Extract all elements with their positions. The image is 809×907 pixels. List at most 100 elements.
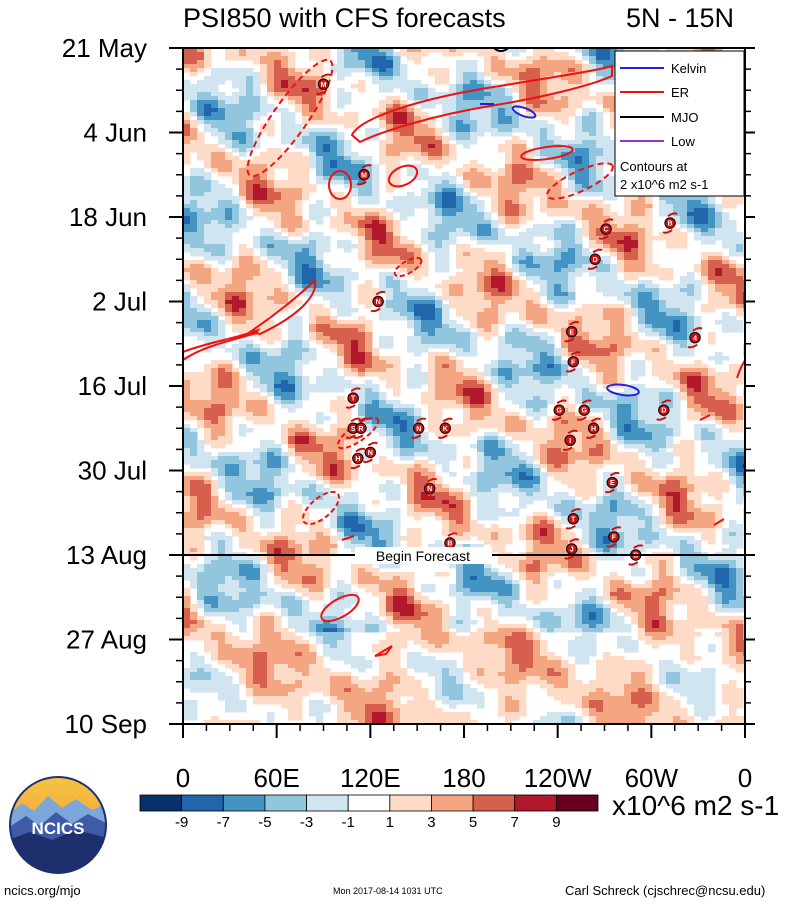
field-cell (498, 280, 506, 285)
field-cell (519, 48, 527, 53)
field-cell (421, 288, 429, 293)
field-cell (582, 116, 590, 121)
field-cell (225, 116, 233, 121)
field-cell (295, 264, 303, 269)
field-cell (204, 160, 212, 165)
field-cell (407, 84, 415, 89)
field-cell (267, 68, 275, 73)
field-cell (267, 276, 275, 281)
field-cell (442, 204, 450, 209)
field-cell (547, 356, 555, 361)
field-cell (246, 72, 254, 77)
field-cell (309, 208, 317, 213)
field-cell (316, 128, 324, 133)
field-cell (407, 56, 415, 61)
field-cell (309, 256, 317, 261)
field-cell (351, 208, 359, 213)
field-cell (638, 280, 646, 285)
field-cell (638, 324, 646, 329)
field-cell (519, 280, 527, 285)
field-cell (204, 92, 212, 97)
field-cell (505, 284, 513, 289)
field-cell (225, 128, 233, 133)
field-cell (274, 292, 282, 297)
field-cell (323, 48, 331, 53)
field-cell (232, 180, 240, 185)
field-cell (484, 100, 492, 105)
field-cell (589, 364, 597, 369)
field-cell (638, 256, 646, 261)
field-cell (183, 88, 191, 93)
field-cell (701, 256, 709, 261)
field-cell (736, 236, 744, 241)
field-cell (589, 132, 597, 137)
field-cell (673, 304, 681, 309)
field-cell (470, 164, 478, 169)
field-cell (344, 224, 352, 229)
field-cell (435, 296, 443, 301)
field-cell (302, 76, 310, 81)
field-cell (659, 336, 667, 341)
field-cell (624, 292, 632, 297)
field-cell (498, 256, 506, 261)
field-cell (428, 148, 436, 153)
field-cell (638, 264, 646, 269)
field-cell (610, 60, 618, 65)
field-cell (323, 168, 331, 173)
field-cell (589, 232, 597, 237)
field-cell (330, 116, 338, 121)
field-cell (337, 228, 345, 233)
field-cell (449, 120, 457, 125)
field-cell (428, 204, 436, 209)
field-cell (547, 224, 555, 229)
field-cell (547, 100, 555, 105)
field-cell (617, 352, 625, 357)
field-cell (575, 88, 583, 93)
field-cell (330, 68, 338, 73)
field-cell (260, 72, 268, 77)
field-cell (435, 68, 443, 73)
field-cell (330, 156, 338, 161)
field-cell (218, 236, 226, 241)
field-cell (288, 328, 296, 333)
field-cell (638, 344, 646, 349)
field-cell (547, 200, 555, 205)
field-cell (239, 140, 247, 145)
field-cell (351, 348, 359, 353)
field-cell (575, 268, 583, 273)
field-cell (533, 308, 541, 313)
field-cell (561, 304, 569, 309)
field-cell (260, 180, 268, 185)
field-cell (659, 328, 667, 333)
field-cell (498, 88, 506, 93)
field-cell (547, 276, 555, 281)
field-cell (372, 208, 380, 213)
field-cell (505, 116, 513, 121)
field-cell (505, 148, 513, 153)
field-cell (386, 288, 394, 293)
field-cell (708, 220, 716, 225)
field-cell (547, 128, 555, 133)
field-cell (463, 292, 471, 297)
field-cell (190, 248, 198, 253)
field-cell (393, 248, 401, 253)
field-cell (232, 140, 240, 145)
field-cell (365, 188, 373, 193)
field-cell (323, 136, 331, 141)
field-cell (372, 52, 380, 57)
field-cell (295, 268, 303, 273)
field-cell (204, 112, 212, 117)
field-cell (491, 208, 499, 213)
field-cell (239, 148, 247, 153)
field-cell (596, 336, 604, 341)
field-cell (624, 204, 632, 209)
field-cell (330, 224, 338, 229)
field-cell (568, 76, 576, 81)
field-cell (421, 196, 429, 201)
field-cell (568, 212, 576, 217)
field-cell (575, 232, 583, 237)
field-cell (309, 68, 317, 73)
field-cell (428, 140, 436, 145)
field-cell (288, 160, 296, 165)
field-cell (729, 288, 737, 293)
